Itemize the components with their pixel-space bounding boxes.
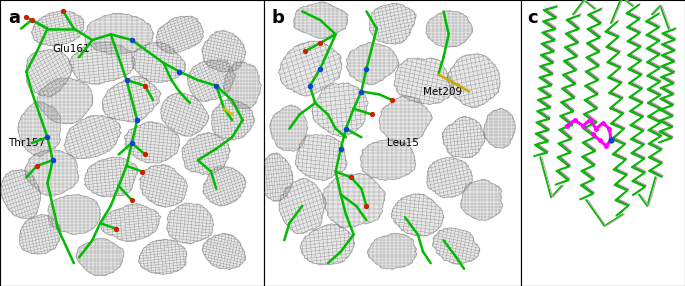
Polygon shape xyxy=(102,76,161,122)
Polygon shape xyxy=(460,180,503,220)
Polygon shape xyxy=(25,150,79,196)
Polygon shape xyxy=(300,224,354,265)
Text: Leu15: Leu15 xyxy=(387,138,419,148)
Polygon shape xyxy=(427,157,473,198)
Polygon shape xyxy=(48,194,101,235)
Polygon shape xyxy=(293,2,348,39)
Polygon shape xyxy=(270,105,308,151)
Polygon shape xyxy=(76,238,124,276)
Polygon shape xyxy=(32,11,84,46)
Polygon shape xyxy=(447,54,500,108)
Polygon shape xyxy=(367,233,416,269)
Polygon shape xyxy=(360,140,416,180)
Polygon shape xyxy=(132,42,186,82)
Polygon shape xyxy=(19,214,61,254)
Polygon shape xyxy=(84,13,153,54)
Polygon shape xyxy=(182,133,230,175)
Polygon shape xyxy=(68,42,135,84)
Polygon shape xyxy=(279,178,326,234)
Polygon shape xyxy=(188,59,235,102)
Polygon shape xyxy=(18,102,61,157)
Text: a: a xyxy=(8,9,20,27)
Polygon shape xyxy=(426,11,473,47)
Polygon shape xyxy=(64,115,121,159)
Text: b: b xyxy=(271,9,284,27)
Polygon shape xyxy=(391,194,444,236)
Polygon shape xyxy=(484,108,516,148)
Text: c: c xyxy=(527,9,538,27)
Polygon shape xyxy=(224,61,261,109)
Polygon shape xyxy=(101,204,161,242)
Polygon shape xyxy=(443,116,485,158)
Text: Glu161: Glu161 xyxy=(53,44,90,53)
Polygon shape xyxy=(369,3,416,44)
Polygon shape xyxy=(394,58,453,104)
Polygon shape xyxy=(203,166,246,206)
Polygon shape xyxy=(26,49,72,96)
Polygon shape xyxy=(37,78,93,124)
Polygon shape xyxy=(347,43,399,85)
Polygon shape xyxy=(1,169,40,219)
Polygon shape xyxy=(379,96,432,144)
Text: Met209: Met209 xyxy=(423,87,462,96)
Polygon shape xyxy=(84,157,138,197)
Polygon shape xyxy=(124,122,179,163)
Polygon shape xyxy=(432,228,480,265)
Polygon shape xyxy=(261,153,293,201)
Text: Thr157: Thr157 xyxy=(8,138,45,148)
Polygon shape xyxy=(279,41,342,96)
Polygon shape xyxy=(160,93,209,136)
Polygon shape xyxy=(166,203,214,244)
Polygon shape xyxy=(138,239,187,275)
Polygon shape xyxy=(140,165,187,207)
Polygon shape xyxy=(202,233,245,270)
Polygon shape xyxy=(156,16,203,54)
Polygon shape xyxy=(295,134,347,180)
Polygon shape xyxy=(323,174,386,228)
Polygon shape xyxy=(312,83,369,136)
Polygon shape xyxy=(212,99,255,140)
Polygon shape xyxy=(202,31,246,72)
